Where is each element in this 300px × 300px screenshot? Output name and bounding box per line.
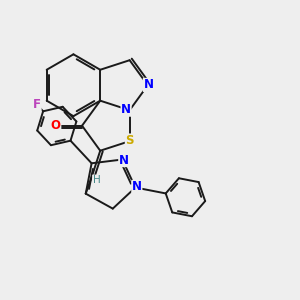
Text: N: N <box>132 180 142 194</box>
Text: F: F <box>33 98 41 111</box>
Text: S: S <box>125 134 134 147</box>
Text: N: N <box>121 103 131 116</box>
Text: O: O <box>51 119 61 132</box>
Text: N: N <box>143 78 153 92</box>
Text: H: H <box>93 175 101 185</box>
Text: N: N <box>119 154 129 166</box>
